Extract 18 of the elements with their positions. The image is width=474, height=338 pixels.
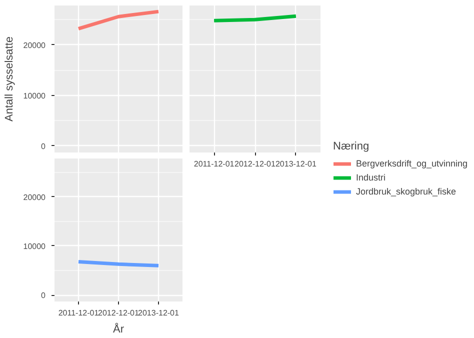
x-tick-label: 2012-12-01 [234, 160, 276, 168]
y-tick-label: 0 [41, 291, 46, 300]
legend-label: Industri [356, 172, 386, 184]
legend-title: Næring [333, 140, 370, 152]
y-axis-title: Antall sysselsatte [3, 36, 16, 122]
x-tick-label: 2013-12-01 [138, 308, 180, 318]
x-tick-label: 2011-12-01 [58, 308, 100, 318]
legend-label: Bergverksdrift_og_utvinning [356, 158, 468, 170]
y-tick-label: 20000 [23, 40, 46, 50]
legend-label: Jordbruk_skogbruk_fiske [356, 186, 456, 198]
y-tick-label: 10000 [23, 91, 46, 100]
y-tick-label: 0 [41, 142, 46, 151]
x-tick-label: 2011-12-01 [194, 160, 235, 168]
y-tick-label: 10000 [23, 242, 46, 251]
y-tick-label: 20000 [23, 192, 46, 202]
x-tick-label: 2013-12-01 [275, 160, 317, 168]
x-axis-title: År [113, 322, 124, 336]
x-tick-label: 2012-12-01 [98, 308, 140, 318]
